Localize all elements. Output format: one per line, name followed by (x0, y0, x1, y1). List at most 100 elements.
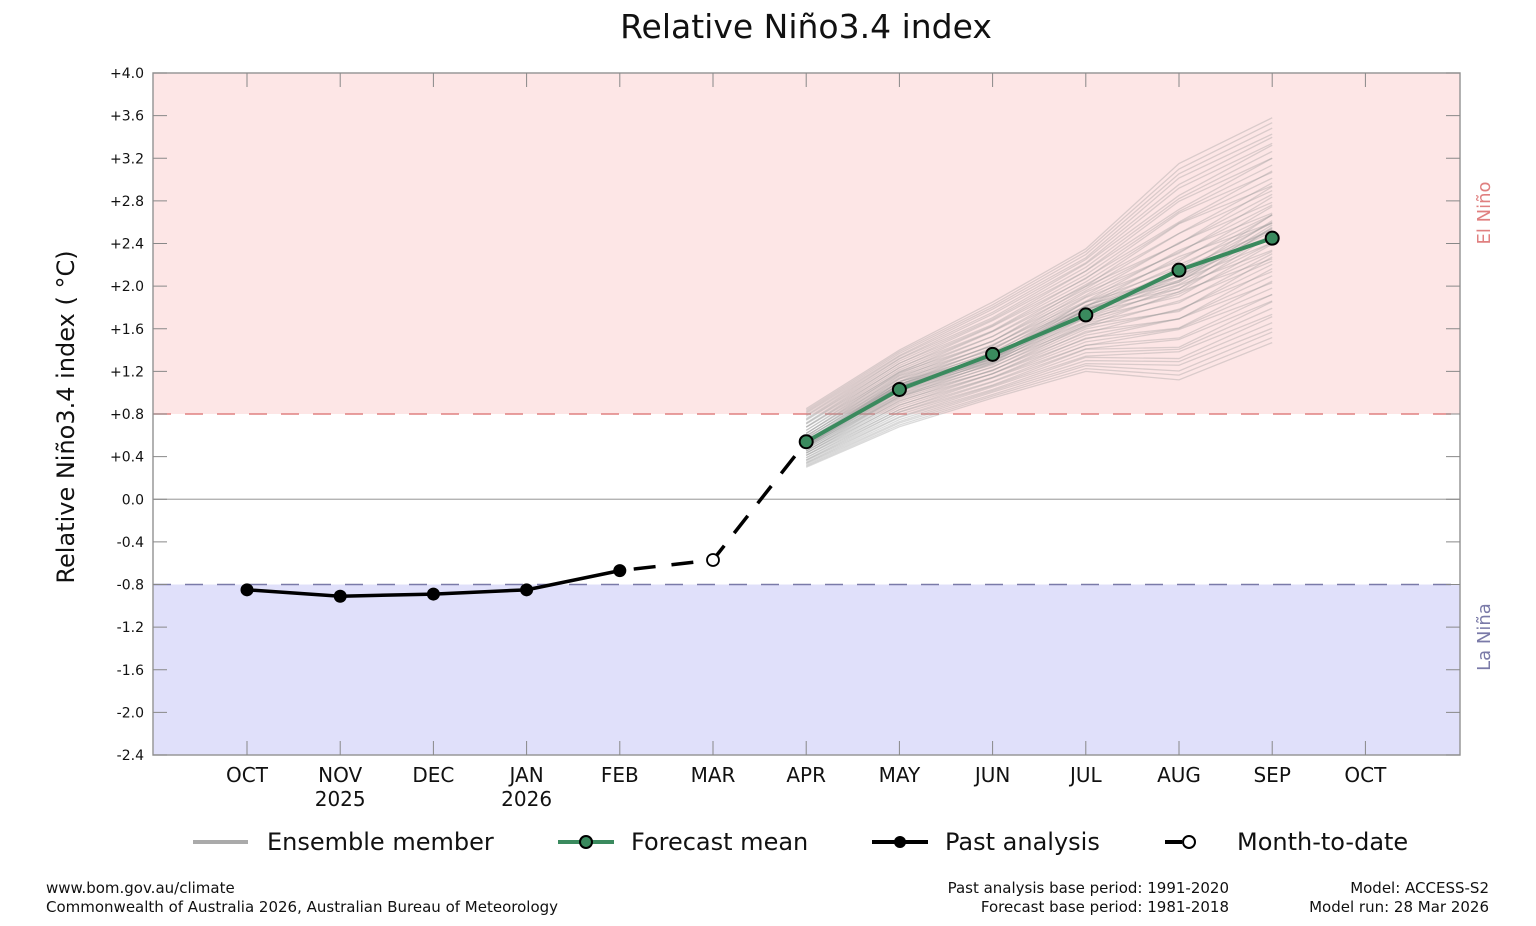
ensemble-member-line (805, 204, 1273, 437)
legend-item-forecast: Forecast mean (558, 828, 808, 856)
ensemble-member-line (805, 182, 1273, 431)
ensemble-member-line (805, 157, 1273, 424)
y-tick-label: +0.4 (110, 450, 144, 466)
ensemble-member-line (805, 142, 1273, 417)
forecast-mean-point (891, 381, 907, 397)
ensemble-member-line (805, 263, 1273, 452)
legend-past-label: Past analysis (945, 828, 1100, 856)
el-nino-region (153, 73, 1460, 414)
y-tick-label: -0.8 (117, 578, 144, 594)
footer-forecast-base: Forecast base period: 1981-2018 (981, 898, 1229, 916)
ensemble-member-line (805, 258, 1273, 448)
y-tick-label: +2.8 (110, 194, 144, 210)
x-tick-label: OCT (226, 763, 269, 787)
ensemble-member-line (805, 275, 1273, 454)
ensemble-member-line (805, 193, 1273, 434)
ensemble-member-line (805, 243, 1273, 449)
past-analysis-point (426, 587, 440, 601)
x-tick-label: MAY (879, 763, 921, 787)
y-tick-label: +0.8 (110, 407, 144, 423)
footer-model-run: Model run: 28 Mar 2026 (1309, 898, 1489, 916)
legend-mtd-label: Month-to-date (1237, 828, 1408, 856)
legend-item-mtd: Month-to-date (1165, 828, 1408, 856)
ensemble-member-line (805, 157, 1273, 421)
ensemble-member-line (805, 331, 1273, 466)
legend-past-marker (894, 836, 906, 848)
ensemble-member-line (805, 282, 1273, 454)
ensemble-member-line (805, 171, 1273, 425)
x-tick-label: FEB (601, 763, 639, 787)
past-analysis-point (240, 583, 254, 597)
ensemble-member-line (805, 249, 1273, 446)
ensemble-member-line (805, 253, 1273, 450)
x-tick-label: APR (786, 763, 826, 787)
ensemble-member-line (805, 287, 1273, 456)
x-tick-label: MAR (691, 763, 736, 787)
y-tick-label: +3.2 (110, 151, 144, 167)
ensemble-member-line (805, 301, 1273, 461)
ensemble-member-line (805, 185, 1273, 428)
y-tick-label: 0.0 (122, 492, 144, 508)
y-tick-label: +3.6 (110, 109, 144, 125)
legend-forecast-marker (579, 835, 593, 849)
el-nino-label: El Niño (1474, 182, 1495, 245)
ensemble-member-line (805, 327, 1273, 465)
ensemble-member-line (805, 190, 1273, 431)
ensemble-member-line (805, 136, 1273, 416)
legend-ensemble-label: Ensemble member (267, 828, 494, 856)
ensemble-member-line (805, 294, 1273, 457)
forecast-mean-point (985, 346, 1001, 362)
legend-item-past: Past analysis (872, 828, 1100, 856)
ensemble-member-line (805, 293, 1273, 459)
ensemble-member-line (805, 222, 1273, 441)
ensemble-member-line (805, 341, 1273, 468)
ensemble-member-line (805, 222, 1273, 439)
x-tick-label: SEP (1253, 763, 1290, 787)
la-nina-label: La Niña (1474, 603, 1495, 671)
footer-url: www.bom.gov.au/climate (46, 879, 235, 897)
ensemble-member-line (805, 268, 1273, 454)
x-tick-label: JAN (507, 763, 543, 787)
ensemble-member-line (805, 214, 1273, 439)
x-tick-label: AUG (1157, 763, 1201, 787)
ensemble-member-line (805, 214, 1273, 442)
ensemble-member-line (805, 201, 1273, 434)
y-tick-label: -1.6 (117, 663, 144, 679)
ensemble-member-line (805, 177, 1273, 428)
y-tick-label: +2.0 (110, 279, 144, 295)
footer: www.bom.gov.au/climate Commonwealth of A… (46, 879, 1489, 916)
forecast-mean-point (1171, 262, 1187, 278)
ensemble-member-line (805, 186, 1273, 435)
x-tick-label: NOV (318, 763, 362, 787)
ensemble-member-line (805, 170, 1273, 428)
past-analysis-point (613, 564, 627, 578)
ensemble-member-line (805, 117, 1273, 410)
ensemble-member-line (805, 316, 1273, 463)
footer-model: Model: ACCESS-S2 (1350, 879, 1489, 897)
ensemble-member-line (805, 307, 1273, 461)
x-tick-label: JUN (973, 763, 1011, 787)
ensemble-member-line (805, 280, 1273, 456)
ensemble-member-line (805, 212, 1273, 437)
x-tick-label: DEC (412, 763, 454, 787)
la-nina-region (153, 584, 1460, 755)
ensemble-member-line (805, 336, 1273, 467)
forecast-mean-line (805, 236, 1273, 444)
ensemble-member-line (805, 256, 1273, 452)
ensemble-member-line (805, 196, 1273, 438)
legend-forecast-label: Forecast mean (631, 828, 808, 856)
y-tick-label: -2.4 (117, 748, 144, 764)
x-year-label: 2026 (501, 787, 552, 811)
legend-item-ensemble: Ensemble member (193, 828, 494, 856)
ensemble-member-line (805, 250, 1273, 448)
y-tick-label: -2.0 (117, 705, 144, 721)
forecast-mean-point (1078, 307, 1094, 323)
forecast-mean-point (798, 434, 814, 450)
y-tick-label: +1.2 (110, 364, 144, 380)
y-tick-label: -1.2 (117, 620, 144, 636)
chart-title: Relative Niño3.4 index (620, 7, 992, 46)
ensemble-member-line (805, 205, 1273, 440)
ensemble-member-line (805, 322, 1273, 464)
month-to-date-point (706, 553, 720, 567)
